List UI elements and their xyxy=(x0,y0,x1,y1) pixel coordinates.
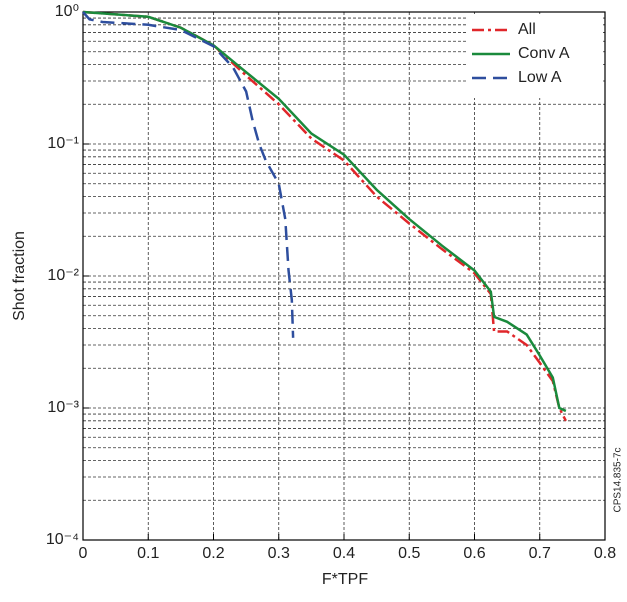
y-tick-label: 10⁻¹ xyxy=(47,135,79,152)
x-tick-label: 0.1 xyxy=(137,545,159,562)
legend-label: Conv A xyxy=(518,45,570,62)
annotation: CPS14.835-7c xyxy=(613,447,624,512)
y-tick-label: 10⁻⁴ xyxy=(46,531,79,548)
x-tick-label: 0.3 xyxy=(268,545,290,562)
x-tick-label: 0.6 xyxy=(463,545,485,562)
x-tick-label: 0.2 xyxy=(202,545,224,562)
y-axis-label: Shot fraction xyxy=(11,231,28,321)
line-series xyxy=(82,10,567,413)
legend-box xyxy=(466,14,602,98)
x-tick-label: 0.7 xyxy=(529,545,551,562)
x-axis-label: F*TPF xyxy=(322,571,368,588)
legend-label: Low A xyxy=(518,69,562,86)
x-tick-label: 0.5 xyxy=(398,545,420,562)
y-tick-label: 10⁻³ xyxy=(47,399,79,416)
y-tick-label: 10⁻² xyxy=(47,267,79,284)
x-tick-label: 0.4 xyxy=(333,545,355,562)
x-tick-label: 0.8 xyxy=(594,545,616,562)
y-tick-label: 10⁰ xyxy=(55,3,79,20)
plot-frame xyxy=(82,11,606,541)
legend-label: All xyxy=(518,21,536,38)
line-series xyxy=(82,11,295,338)
x-tick-label: 0 xyxy=(79,545,88,562)
